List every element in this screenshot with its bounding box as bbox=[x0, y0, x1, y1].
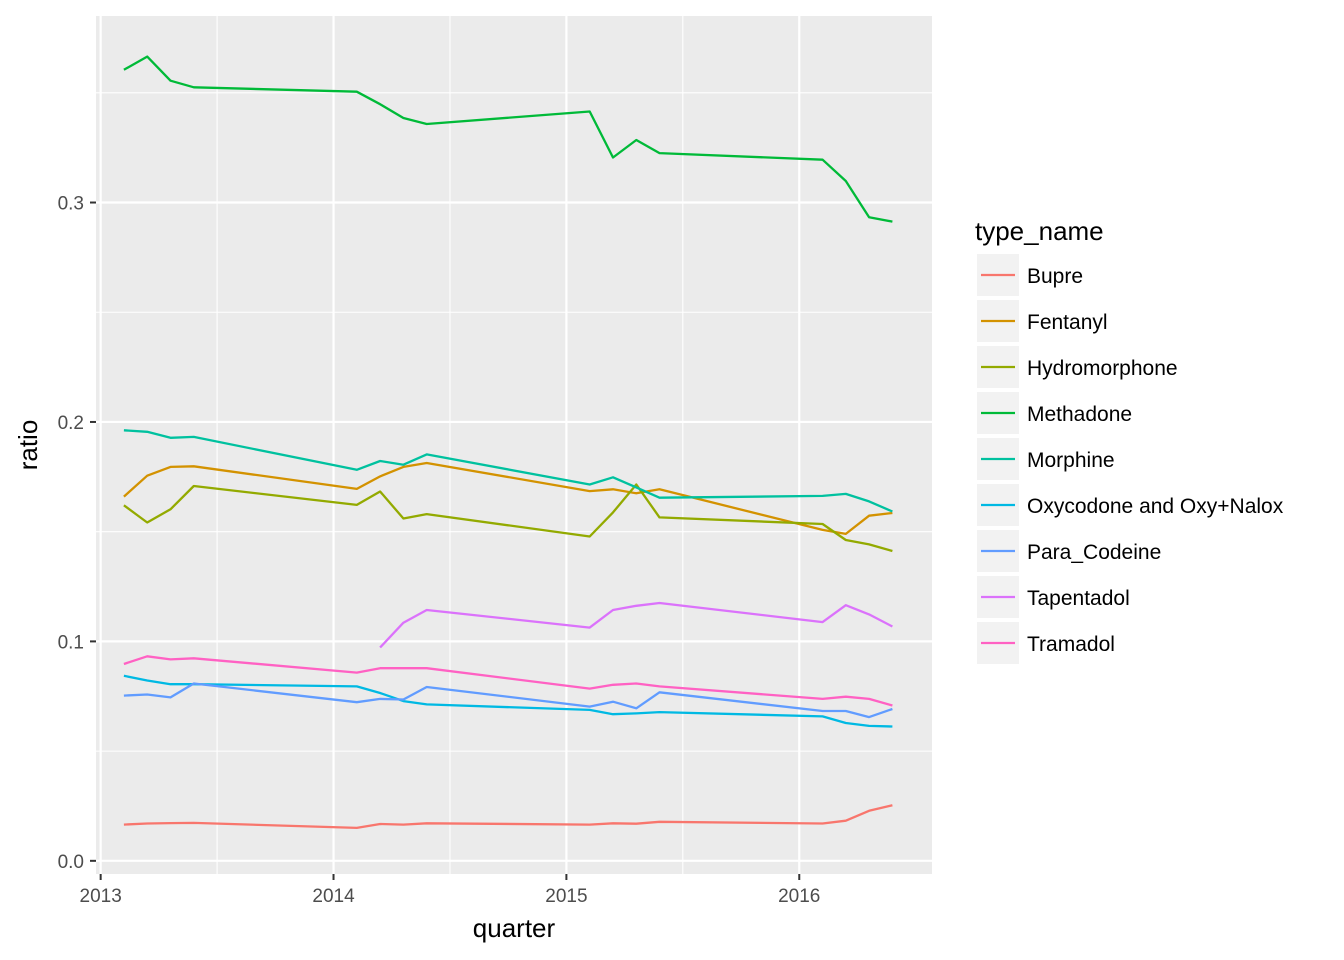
series-lines bbox=[123, 55, 893, 830]
x-tick-label: 2014 bbox=[312, 886, 355, 907]
series-line-oxycodone-and-oxy-nalox bbox=[123, 674, 893, 728]
series-line-hydromorphone bbox=[123, 483, 893, 553]
series-line-methadone bbox=[123, 55, 893, 223]
x-tick-label: 2013 bbox=[80, 886, 122, 907]
legend-label-hydromorphone: Hydromorphone bbox=[1027, 357, 1178, 380]
legend-label-bupre: Bupre bbox=[1027, 265, 1083, 288]
series-line-para-codeine bbox=[123, 682, 893, 719]
x-tick-label: 2015 bbox=[545, 886, 587, 907]
y-tick-label: 0.1 bbox=[58, 632, 84, 653]
series-line-bupre bbox=[123, 804, 893, 830]
y-tick-label: 0.0 bbox=[58, 852, 84, 873]
legend-label-tapentadol: Tapentadol bbox=[1027, 587, 1130, 610]
y-axis-title: ratio bbox=[13, 420, 43, 471]
x-axis: 2013 2014 2015 2016 bbox=[80, 874, 820, 907]
y-tick-label: 0.3 bbox=[58, 194, 84, 215]
legend-items: Bupre Fentanyl Hydromorphone Methadone Morph… bbox=[977, 254, 1284, 664]
x-axis-title: quarter bbox=[473, 913, 556, 943]
legend: type_name Bupre Fentanyl Hydromorphone Meth… bbox=[975, 216, 1284, 664]
y-axis: 0.0 0.1 0.2 0.3 bbox=[58, 194, 96, 873]
legend-label-tramadol: Tramadol bbox=[1027, 633, 1115, 656]
legend-label-fentanyl: Fentanyl bbox=[1027, 311, 1108, 334]
series-line-morphine bbox=[123, 429, 893, 513]
legend-label-methadone: Methadone bbox=[1027, 403, 1132, 426]
legend-label-para-codeine: Para_Codeine bbox=[1027, 541, 1161, 564]
legend-title: type_name bbox=[975, 216, 1104, 246]
panel-background bbox=[96, 16, 932, 874]
series-line-tapentadol bbox=[379, 601, 893, 649]
minor-gridlines bbox=[96, 16, 932, 874]
y-tick-label: 0.2 bbox=[58, 413, 84, 434]
legend-label-oxycodone-and-oxy-nalox: Oxycodone and Oxy+Nalox bbox=[1027, 495, 1284, 518]
series-line-tramadol bbox=[123, 655, 893, 707]
legend-label-morphine: Morphine bbox=[1027, 449, 1115, 472]
x-tick-label: 2016 bbox=[778, 886, 820, 907]
